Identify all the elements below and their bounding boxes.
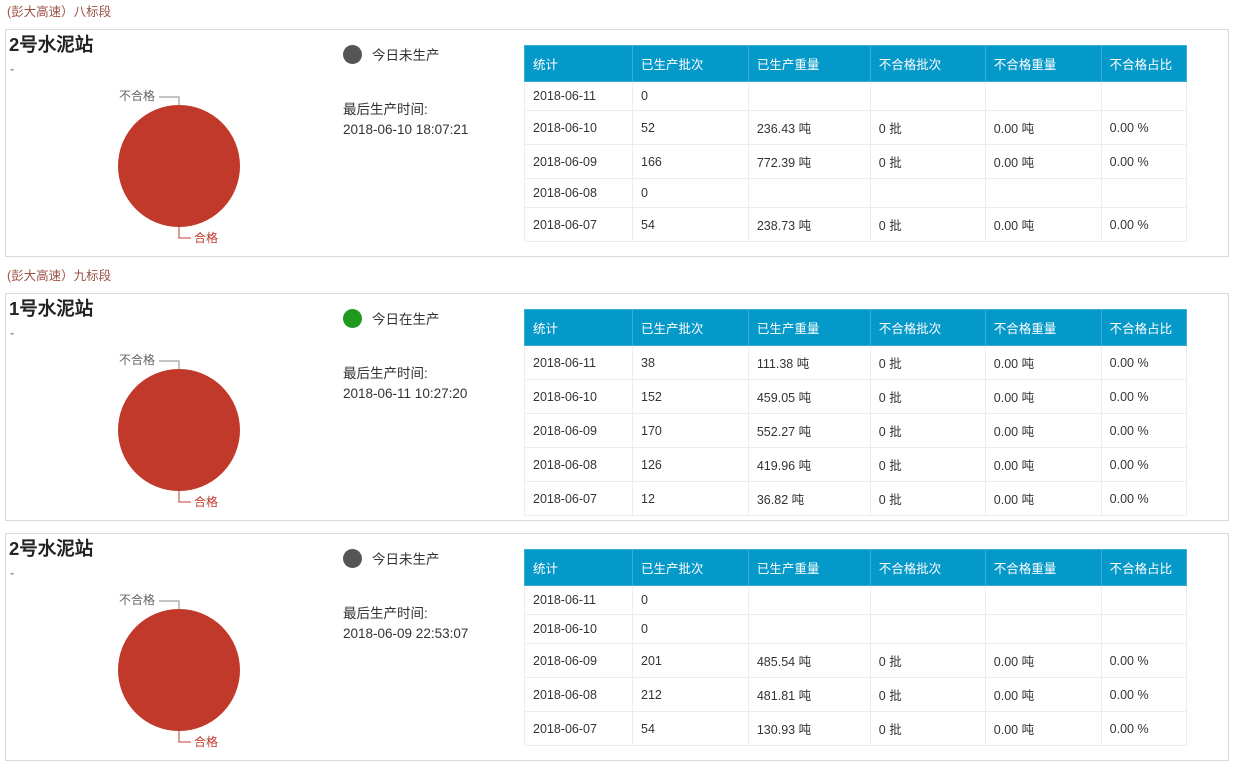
svg-text:合格: 合格 xyxy=(194,734,218,749)
svg-text:不合格: 不合格 xyxy=(119,592,155,607)
svg-text:不合格: 不合格 xyxy=(119,88,155,103)
svg-text:合格: 合格 xyxy=(194,230,218,245)
svg-text:合格: 合格 xyxy=(194,494,218,509)
svg-text:不合格: 不合格 xyxy=(119,352,155,367)
